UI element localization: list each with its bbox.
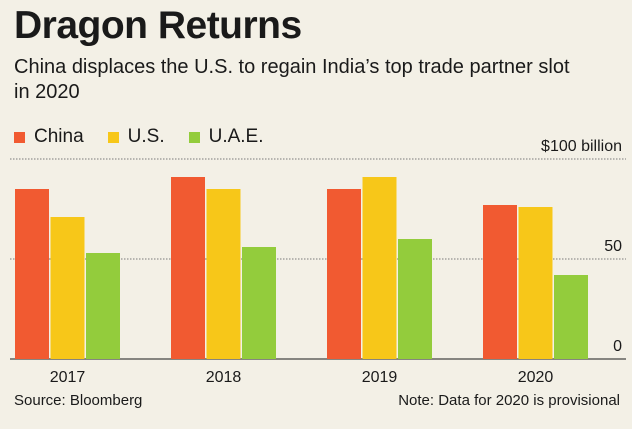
bar-china-2019 [327, 189, 361, 359]
source-note: Source: Bloomberg [14, 392, 143, 409]
bar-uae-2020 [554, 275, 588, 359]
provisional-note: Note: Data for 2020 is provisional [398, 392, 620, 409]
x-tick-label: 2019 [362, 369, 398, 386]
bar-uae-2019 [398, 239, 432, 359]
y-tick-label: 0 [613, 338, 622, 355]
legend-item-us: U.S. [107, 126, 165, 148]
legend: China U.S. U.A.E. [14, 126, 288, 148]
bar-china-2018 [171, 177, 205, 359]
legend-label-us: U.S. [127, 126, 165, 147]
legend-swatch-uae [188, 131, 200, 143]
legend-item-uae: U.A.E. [188, 126, 264, 148]
bar-us-2020 [518, 207, 553, 359]
bar-uae-2018 [242, 247, 276, 359]
legend-item-china: China [14, 126, 84, 148]
x-tick-label: 2018 [206, 369, 242, 386]
bar-us-2018 [206, 189, 241, 359]
chart-title: Dragon Returns [14, 4, 302, 47]
legend-label-uae: U.A.E. [208, 126, 264, 147]
bar-us-2017 [50, 217, 85, 359]
legend-swatch-us [107, 131, 119, 143]
chart-subtitle: China displaces the U.S. to regain India… [14, 56, 570, 103]
bar-uae-2017 [86, 253, 120, 359]
bar-us-2019 [362, 177, 397, 359]
x-tick-label: 2020 [518, 369, 554, 386]
y-tick-label: 50 [604, 238, 622, 255]
legend-label-china: China [34, 126, 84, 147]
bar-china-2020 [483, 205, 517, 359]
legend-swatch-china [14, 131, 25, 143]
bar-china-2017 [15, 189, 49, 359]
x-tick-label: 2017 [50, 369, 86, 386]
y-tick-label: $100 billion [541, 138, 622, 155]
